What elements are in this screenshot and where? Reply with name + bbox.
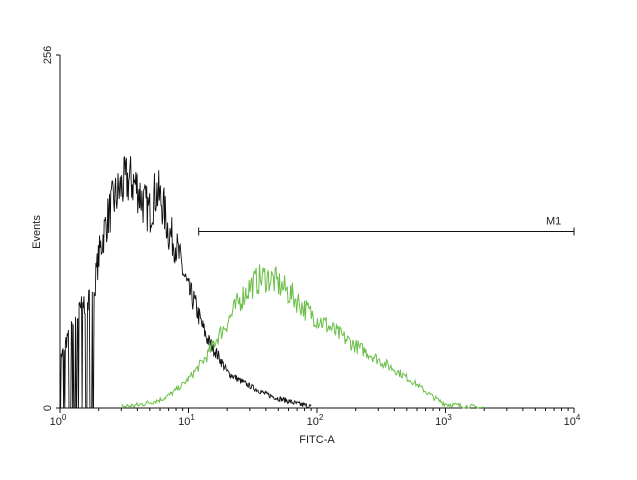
x-tick-label-4: 104 bbox=[564, 413, 581, 428]
y-ticks: 0 256 bbox=[42, 46, 60, 411]
x-tick-label-1: 101 bbox=[178, 413, 195, 428]
x-tick-label-0: 100 bbox=[50, 413, 67, 428]
series-line-1 bbox=[121, 264, 485, 410]
series-layer bbox=[59, 156, 485, 410]
series-line-0 bbox=[59, 156, 312, 410]
x-tick-label-3: 103 bbox=[435, 413, 452, 428]
m1-marker: M1 bbox=[198, 216, 575, 236]
m1-marker-label: M1 bbox=[546, 216, 561, 228]
x-ticks: 100 101 102 103 104 bbox=[50, 408, 581, 428]
y-tick-label-1: 256 bbox=[42, 46, 54, 64]
x-axis-title: FITC-A bbox=[299, 434, 335, 446]
y-tick-label-0: 0 bbox=[42, 405, 54, 411]
y-axis-title: Events bbox=[31, 215, 43, 249]
x-tick-label-2: 102 bbox=[307, 413, 324, 428]
